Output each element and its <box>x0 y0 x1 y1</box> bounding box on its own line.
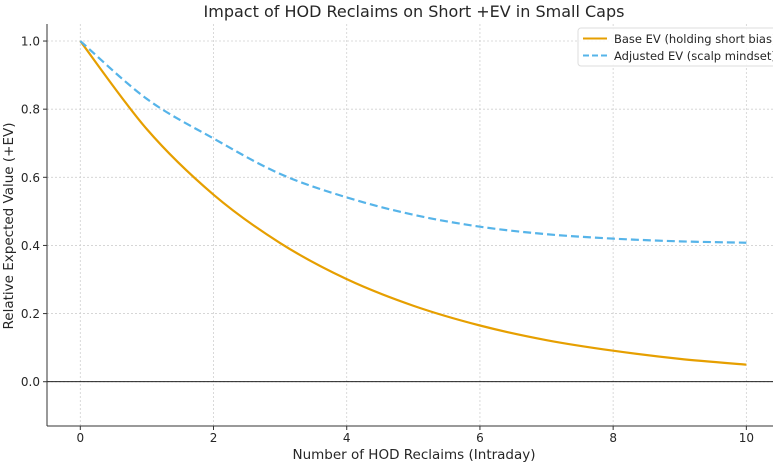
y-tick-label: 0.0 <box>21 375 40 389</box>
x-tick-label: 0 <box>76 431 84 445</box>
series-line-adjusted-ev <box>79 40 747 244</box>
y-tick-label: 0.2 <box>21 307 40 321</box>
y-axis-label: Relative Expected Value (+EV) <box>1 123 17 330</box>
legend-label-adjusted: Adjusted EV (scalp mindset) <box>614 49 773 63</box>
axes: 0 2 4 6 8 10 0.0 0.2 0.4 0.6 0.8 1.0 <box>21 24 773 445</box>
legend-box <box>577 27 773 67</box>
series-line-base-ev <box>79 40 747 366</box>
y-tick-label: 0.4 <box>21 239 40 253</box>
y-tick-label: 0.8 <box>21 103 40 117</box>
x-tick-label: 8 <box>609 431 617 445</box>
legend-label-base: Base EV (holding short bias) <box>614 32 773 46</box>
series-group <box>79 40 747 366</box>
x-axis-label: Number of HOD Reclaims (Intraday) <box>292 447 535 463</box>
chart-title: Impact of HOD Reclaims on Short +EV in S… <box>204 2 625 21</box>
legend: Base EV (holding short bias) Adjusted EV… <box>577 27 773 67</box>
x-tick-label: 10 <box>739 431 754 445</box>
y-tick-label: 1.0 <box>21 35 40 49</box>
y-tick-label: 0.6 <box>21 171 40 185</box>
x-tick-label: 6 <box>476 431 484 445</box>
x-tick-label: 4 <box>343 431 351 445</box>
x-tick-label: 2 <box>210 431 218 445</box>
grid <box>47 24 773 426</box>
